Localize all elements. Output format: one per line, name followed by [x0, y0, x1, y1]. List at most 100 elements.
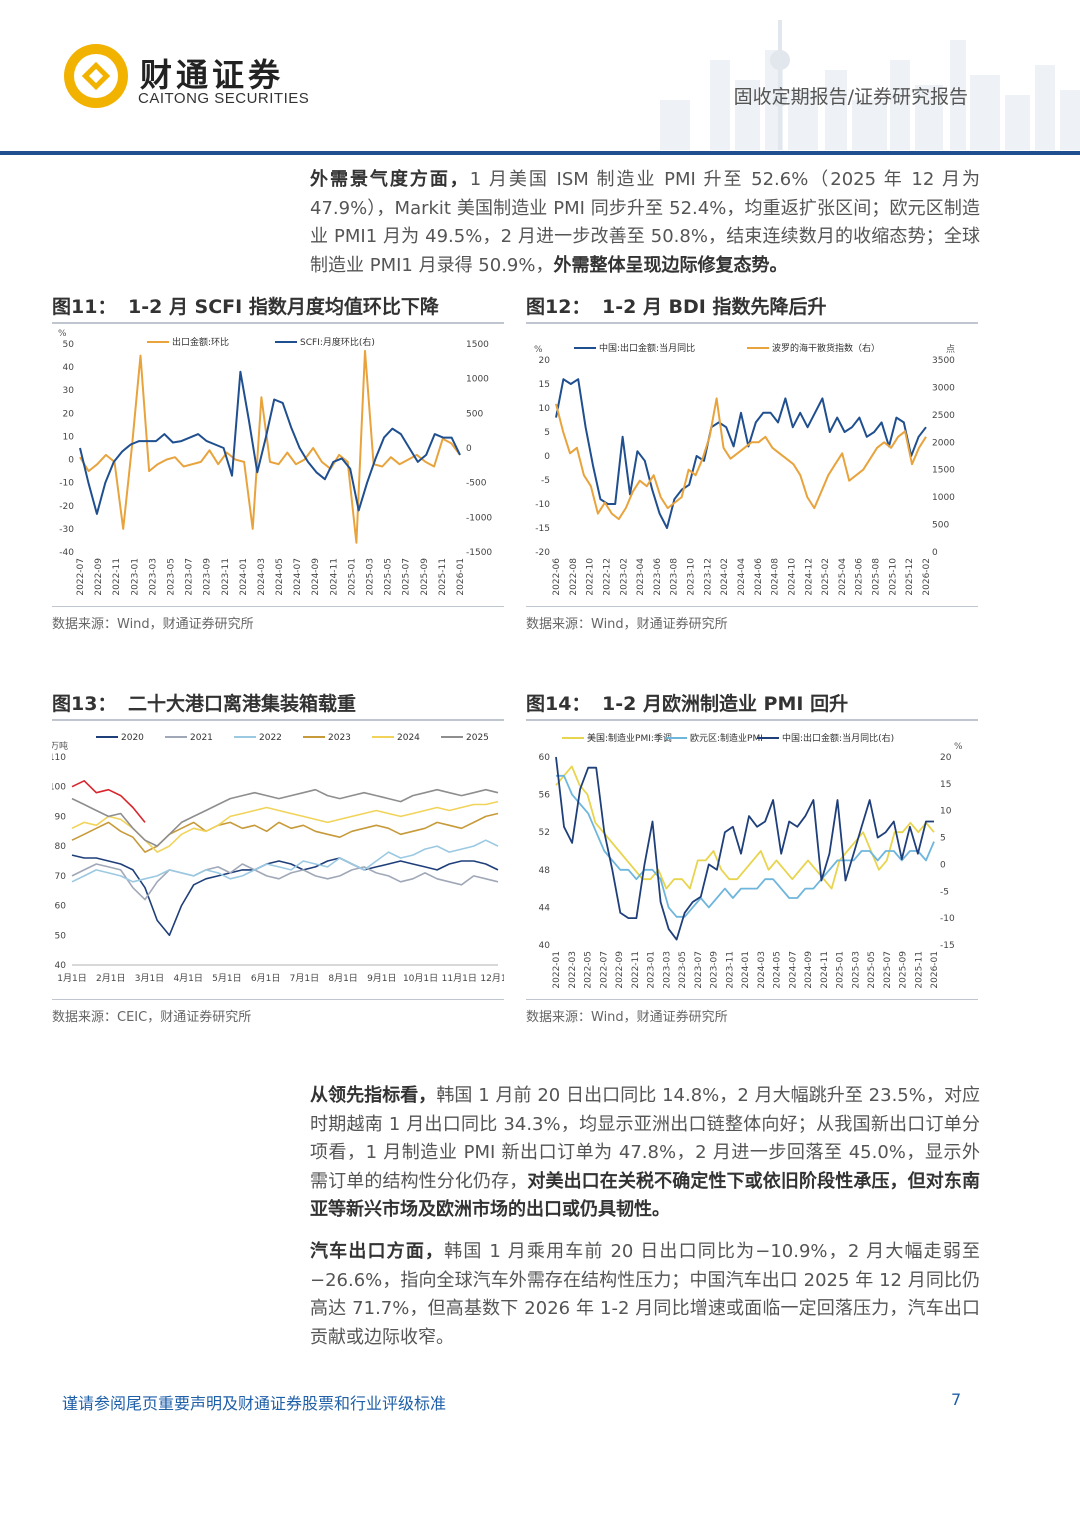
y-tick-label: 56 — [539, 791, 551, 801]
figure-caption: 1-2 月欧洲制造业 PMI 回升 — [602, 693, 849, 715]
x-tick-label: 2025-03 — [366, 558, 376, 596]
y-tick-label: 20 — [539, 356, 551, 366]
y-tick-label: 20 — [63, 409, 75, 419]
y-tick-label: -30 — [59, 525, 74, 535]
x-tick-label: 2022-05 — [584, 951, 594, 989]
x-tick-label: 2022-07 — [76, 558, 86, 596]
y2-tick-label: 2000 — [932, 438, 955, 448]
x-tick-label: 2022-11 — [112, 558, 122, 596]
legend-label: 2022 — [259, 733, 282, 743]
y-tick-label: 30 — [63, 386, 75, 396]
x-tick-label: 1月1日 — [57, 973, 86, 984]
y-tick-label: 40 — [63, 363, 75, 373]
series-line-美国:制造业PMI:季调 — [555, 765, 935, 890]
figure-source: 数据来源：Wind，财通证券研究所 — [526, 606, 978, 632]
footer-disclaimer: 谨请参阅尾页重要声明及财通证券股票和行业评级标准 — [62, 1394, 447, 1413]
para-conclusion: 外需整体呈现边际修复态势。 — [553, 254, 788, 276]
x-tick-label: 2024-05 — [773, 951, 783, 989]
x-tick-label: 2022-01 — [552, 951, 562, 989]
figure-number: 图11： — [52, 296, 117, 318]
figure-source: 数据来源：Wind，财通证券研究所 — [52, 606, 504, 632]
x-tick-label: 2025-03 — [851, 951, 861, 989]
legend-label: 中国:出口金额:当月同比(右) — [782, 732, 894, 744]
y-tick-label: 0 — [544, 452, 550, 462]
figure-source: 数据来源：Wind，财通证券研究所 — [526, 999, 978, 1025]
x-tick-label: 2023-03 — [662, 951, 672, 989]
y-tick-label: 48 — [539, 866, 551, 876]
series-line-2020 — [71, 854, 499, 937]
series-line-2021 — [71, 863, 499, 901]
y2-tick-label: 10 — [940, 807, 952, 817]
x-tick-label: 2026-01 — [456, 558, 466, 596]
y2-tick-label: 0 — [932, 548, 938, 558]
x-tick-label: 2026-01 — [930, 951, 940, 989]
legend-label: 欧元区:制造业PMI — [690, 732, 763, 744]
x-tick-label: 2024-11 — [329, 558, 339, 596]
x-tick-label: 2024-12 — [804, 558, 814, 596]
para-lead: 外需景气度方面， — [310, 169, 470, 190]
x-tick-label: 2024-07 — [293, 558, 303, 596]
y-tick-label: -10 — [535, 500, 550, 510]
x-tick-label: 2023-01 — [647, 951, 657, 989]
x-tick-label: 12月1日 — [480, 973, 504, 984]
y2-tick-label: -1000 — [466, 513, 492, 523]
figure-title: 图14： 1-2 月欧洲制造业 PMI 回升 — [526, 689, 978, 721]
para-body: 韩国 1 月前 20 日出口同比 14.8%，2 月大幅跳升至 23.5%，对应… — [310, 1085, 980, 1192]
x-tick-label: 6月1日 — [251, 973, 280, 984]
x-tick-label: 2024-09 — [804, 951, 814, 989]
y2-tick-label: 1500 — [466, 340, 489, 350]
y-tick-label: 50 — [63, 340, 75, 350]
brand-name-en: CAITONG SECURITIES — [138, 90, 310, 107]
page-header: 财通证券 CAITONG SECURITIES 固收定期报告/证券研究报告 — [0, 0, 1080, 156]
x-tick-label: 2024-06 — [754, 558, 764, 596]
y-tick-label: 60 — [539, 753, 551, 763]
x-tick-label: 2025-07 — [883, 951, 893, 989]
y-tick-label: 50 — [55, 931, 67, 941]
figure-11: 图11： 1-2 月 SCFI 指数月度均值环比下降 % 50 40 30 20 10 0 -1… — [52, 292, 504, 632]
legend-label: 2023 — [328, 733, 351, 743]
right-axis-unit: % — [954, 742, 963, 752]
y2-tick-label: 5 — [940, 834, 946, 844]
y2-tick-label: 15 — [940, 780, 951, 790]
x-tick-label: 2023-11 — [725, 951, 735, 989]
x-tick-label: 2025-01 — [836, 951, 846, 989]
y2-tick-label: 0 — [466, 444, 472, 454]
y2-tick-label: -10 — [940, 914, 955, 924]
y-tick-label: 5 — [544, 428, 550, 438]
x-tick-label: 2025-05 — [384, 558, 394, 596]
figure-title: 图13： 二十大港口离港集装箱载重 — [52, 689, 504, 721]
x-tick-label: 8月1日 — [328, 973, 357, 984]
x-tick-label: 2024-01 — [741, 951, 751, 989]
x-tick-label: 2025-01 — [347, 558, 357, 596]
x-tick-label: 2024-08 — [771, 558, 781, 596]
series-line-中国:出口金额:当月同比 — [555, 378, 927, 529]
y2-tick-label: 1000 — [466, 375, 489, 385]
paragraph-auto-exports: 汽车出口方面，韩国 1 月乘用车前 20 日出口同比为−10.9%，2 月大幅走… — [310, 1238, 980, 1352]
x-tick-label: 2024-05 — [275, 558, 285, 596]
x-tick-label: 5月1日 — [212, 973, 241, 984]
y-tick-label: 15 — [539, 380, 550, 390]
figure-caption: 1-2 月 BDI 指数先降后升 — [602, 296, 827, 318]
x-tick-label: 2022-10 — [586, 558, 596, 596]
x-tick-label: 2022-11 — [631, 951, 641, 989]
x-tick-label: 2023-11 — [221, 558, 231, 596]
x-tick-label: 2023-07 — [185, 558, 195, 596]
y-tick-label: -20 — [59, 502, 74, 512]
y-tick-label: -20 — [535, 548, 550, 558]
y-tick-label: 60 — [55, 902, 67, 912]
legend-label: 美国:制造业PMI:季调 — [587, 732, 672, 744]
figure-number: 图12： — [526, 296, 591, 318]
y2-tick-label: -1500 — [466, 548, 492, 558]
y2-tick-label: 3500 — [932, 356, 955, 366]
x-tick-label: 2023-06 — [653, 558, 663, 596]
y2-tick-label: -5 — [940, 887, 949, 897]
left-axis-unit: % — [58, 329, 67, 339]
x-tick-label: 2023-02 — [619, 558, 629, 596]
x-tick-label: 2023-12 — [703, 558, 713, 596]
y2-tick-label: -500 — [466, 479, 487, 489]
y-tick-label: 80 — [55, 842, 67, 852]
figure-number: 图14： — [526, 693, 591, 715]
figure-12: 图12： 1-2 月 BDI 指数先降后升 % 点 20 15 10 5 0 -5 -10 -15 -… — [526, 292, 978, 632]
legend-label: 出口金额:环比 — [172, 336, 229, 348]
y-tick-label: 110 — [52, 753, 66, 763]
